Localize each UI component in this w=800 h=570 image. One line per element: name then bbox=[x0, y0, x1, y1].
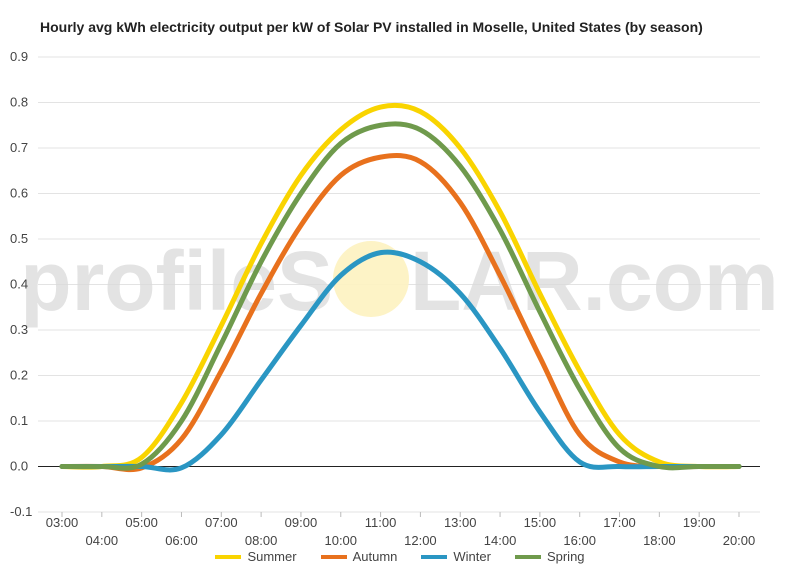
legend-swatch bbox=[421, 554, 448, 559]
x-tick-label: 19:00 bbox=[683, 515, 716, 530]
legend: Summer Autumn Winter Spring bbox=[0, 549, 800, 564]
y-tick-label: 0.8 bbox=[10, 95, 28, 110]
x-tick-label: 17:00 bbox=[603, 515, 636, 530]
x-tick-label: 03:00 bbox=[46, 515, 79, 530]
series-line-summer bbox=[59, 102, 742, 470]
x-tick-label: 10:00 bbox=[324, 533, 357, 548]
x-tick-label: 13:00 bbox=[444, 515, 477, 530]
x-tick-label: 09:00 bbox=[285, 515, 318, 530]
profilesolar-watermark: profileS LAR.com bbox=[20, 234, 778, 328]
y-tick-label: 0.4 bbox=[10, 277, 28, 292]
series-line-spring bbox=[59, 121, 742, 471]
y-tick-label: 0.1 bbox=[10, 413, 28, 428]
chart-title: Hourly avg kWh electricity output per kW… bbox=[40, 19, 703, 35]
x-tick-label: 14:00 bbox=[484, 533, 517, 548]
series-line-winter bbox=[59, 249, 742, 473]
y-tick-label: 0.9 bbox=[10, 49, 28, 64]
x-tick-label: 06:00 bbox=[165, 533, 198, 548]
y-tick-label: 0.5 bbox=[10, 231, 28, 246]
x-axis-ticks: 03:00 04:00 05:00 06:00 07:00 08:00 09:00 10:00… bbox=[46, 512, 756, 548]
grid-lines bbox=[38, 56, 760, 513]
legend-item-autumn: Autumn bbox=[320, 549, 398, 564]
legend-label: Autumn bbox=[352, 549, 398, 564]
x-tick-label: 11:00 bbox=[365, 515, 397, 530]
legend-swatch bbox=[320, 554, 347, 559]
y-tick-label: 0.7 bbox=[10, 140, 28, 155]
series-line-autumn bbox=[59, 153, 742, 473]
y-tick-label: 0.3 bbox=[10, 322, 28, 337]
watermark-text-right: LAR.com bbox=[410, 234, 779, 328]
y-tick-label: 0.6 bbox=[10, 186, 28, 201]
legend-label: Winter bbox=[453, 549, 491, 564]
x-tick-label: 04:00 bbox=[86, 533, 119, 548]
x-tick-label: 20:00 bbox=[723, 533, 756, 548]
y-axis-ticks: -0.1 0.0 0.1 0.2 0.3 0.4 0.5 0.6 0.7 0.8 0.9 bbox=[10, 49, 32, 519]
x-tick-label: 18:00 bbox=[643, 533, 676, 548]
legend-label: Summer bbox=[247, 549, 297, 564]
x-tick-label: 16:00 bbox=[563, 533, 596, 548]
y-tick-label: -0.1 bbox=[10, 504, 32, 519]
y-tick-label: 0.0 bbox=[10, 459, 28, 474]
watermark-sun-icon bbox=[333, 241, 409, 317]
x-tick-label: 12:00 bbox=[404, 533, 437, 548]
x-tick-label: 15:00 bbox=[524, 515, 557, 530]
legend-swatch bbox=[215, 554, 242, 559]
x-tick-label: 07:00 bbox=[205, 515, 238, 530]
legend-item-winter: Winter bbox=[421, 549, 491, 564]
legend-item-summer: Summer bbox=[215, 549, 297, 564]
x-tick-label: 05:00 bbox=[125, 515, 158, 530]
legend-swatch bbox=[514, 554, 541, 559]
y-tick-label: 0.2 bbox=[10, 368, 28, 383]
watermark-text-left: profileS bbox=[20, 234, 333, 328]
x-tick-label: 08:00 bbox=[245, 533, 278, 548]
series-lines bbox=[59, 102, 742, 473]
legend-item-spring: Spring bbox=[514, 549, 585, 564]
legend-label: Spring bbox=[546, 549, 585, 564]
